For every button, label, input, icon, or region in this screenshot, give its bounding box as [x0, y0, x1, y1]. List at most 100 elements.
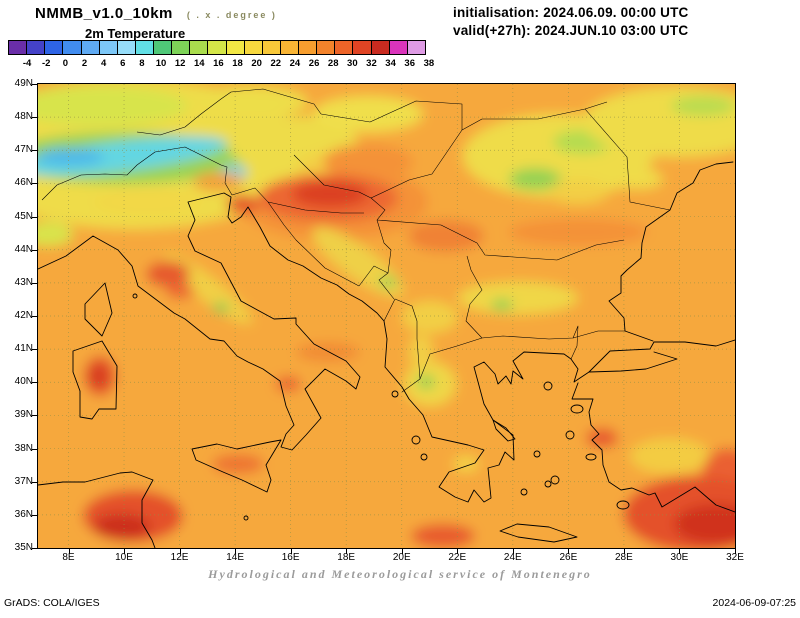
colorbar-tick-label: 2	[81, 58, 88, 69]
lat-label: 41N	[14, 343, 33, 355]
colorbar-segment	[352, 40, 372, 55]
colorbar-tick-label: 22	[270, 58, 282, 69]
lon-tick	[679, 549, 681, 554]
lat-label: 45N	[14, 210, 33, 222]
colorbar-segment	[334, 40, 354, 55]
lon-tick	[623, 549, 625, 554]
colorbar-segment	[388, 40, 408, 55]
lon-tick	[401, 549, 403, 554]
colorbar-segment	[26, 40, 46, 55]
colorbar-tick-label: 10	[155, 58, 167, 69]
colorbar-segment	[189, 40, 209, 55]
colorbar-tick-label: 8	[139, 58, 145, 69]
colorbar-tick-label: 24	[289, 58, 301, 69]
colorbar-segment	[80, 40, 100, 55]
initialisation-line: initialisation: 2024.06.09. 00:00 UTC	[453, 5, 689, 20]
colorbar-tick-label: 26	[308, 58, 320, 69]
lat-label: 38N	[14, 442, 33, 454]
colorbar-segment	[243, 40, 263, 55]
colorbar-tick-label: 28	[327, 58, 339, 69]
lon-label: 8E	[62, 552, 75, 563]
colorbar-tick-label: 16	[213, 58, 224, 69]
lon-label: 22E	[448, 552, 467, 563]
colorbar-tick-label: 18	[232, 58, 243, 69]
service-credit: Hydrological and Meteorological service …	[208, 567, 592, 581]
colorbar-tick-label: 32	[366, 58, 377, 69]
valid-time-line: valid(+27h): 2024.JUN.10 03:00 UTC	[453, 23, 689, 38]
lat-label: 40N	[14, 376, 33, 388]
colorbar-segment	[98, 40, 118, 55]
lon-tick	[124, 549, 126, 554]
colorbar-segment	[316, 40, 336, 55]
colorbar-segment	[225, 40, 245, 55]
lat-label: 48N	[14, 111, 33, 123]
colorbar-segment	[298, 40, 318, 55]
header-right: initialisation: 2024.06.09. 00:00 UTC va…	[453, 4, 689, 40]
coastlines-layer	[38, 161, 735, 548]
colorbar-segment	[153, 40, 173, 55]
lon-tick	[346, 549, 348, 554]
colorbar-tick-label: -4	[22, 58, 32, 69]
lon-tick	[179, 549, 181, 554]
colorbar-tick-label: 34	[385, 58, 396, 69]
colorbar-tick-label: 38	[423, 58, 435, 69]
colorbar-segment	[370, 40, 390, 55]
lon-tick	[290, 549, 292, 554]
colorbar-segment	[171, 40, 191, 55]
lat-label: 44N	[14, 243, 33, 255]
lon-tick	[512, 549, 514, 554]
variable-label: 2m Temperature	[85, 26, 186, 41]
colorbar-segment	[279, 40, 299, 55]
colorbar-tick-label: 4	[100, 58, 107, 69]
resolution-note: ( . x . degree )	[186, 10, 277, 20]
colorbar-tick-label: 12	[174, 58, 186, 69]
colorbar-segment	[62, 40, 82, 55]
lon-tick	[68, 549, 70, 554]
lon-label: 10E	[115, 552, 133, 563]
temperature-map	[38, 84, 735, 548]
colorbar-segment	[116, 40, 136, 55]
lon-tick	[457, 549, 459, 554]
lat-label: 46N	[14, 177, 33, 189]
lon-tick	[235, 549, 237, 554]
colorbar-segment	[406, 40, 426, 55]
lon-label: 16E	[281, 552, 300, 563]
colorbar-tick-label: 30	[347, 58, 358, 69]
colorbar-tick-label: -2	[42, 58, 51, 69]
temperature-colorbar	[8, 40, 426, 55]
colorbar-segment	[207, 40, 227, 55]
lat-label: 43N	[14, 276, 33, 288]
colorbar-tick-label: 0	[62, 58, 69, 69]
colorbar-tick-label: 14	[194, 58, 205, 69]
lon-label: 24E	[503, 552, 522, 563]
lat-label: 49N	[14, 78, 33, 89]
lon-label: 28E	[615, 552, 633, 563]
colorbar-tick-label: 36	[404, 58, 416, 69]
grads-credit: GrADS: COLA/IGES	[4, 597, 100, 609]
colorbar-segment	[44, 40, 64, 55]
colorbar-tick-labels: -4 -2 0 2 4 6 8 10 12 14 16 18 20 22 24 26 28 30 32 34 36 38	[8, 58, 468, 70]
lat-label: 36N	[14, 508, 33, 520]
lon-label: 18E	[337, 552, 356, 563]
model-title: NMMB_v1.0_10km	[35, 5, 173, 22]
lon-tick	[735, 549, 736, 554]
lon-label: 14E	[226, 552, 245, 563]
lon-label: 26E	[559, 552, 578, 563]
colorbar-segment	[8, 40, 28, 55]
lon-tick	[568, 549, 570, 554]
lat-label: 35N	[14, 542, 33, 553]
creation-timestamp: 2024-06-09-07:25	[712, 597, 796, 609]
lat-label: 39N	[14, 409, 33, 421]
map-frame	[37, 83, 736, 549]
header-left: NMMB_v1.0_10km ( . x . degree ) 2m Tempe…	[35, 5, 277, 41]
lon-label: 20E	[392, 552, 411, 563]
colorbar-segment	[261, 40, 281, 55]
lon-label: 32E	[726, 552, 744, 563]
colorbar-tick-label: 20	[251, 58, 262, 69]
colorbar-tick-label: 6	[120, 58, 126, 69]
lat-label: 47N	[14, 144, 33, 156]
lon-label: 12E	[170, 552, 189, 563]
colorbar-segment	[134, 40, 154, 55]
lat-label: 42N	[14, 310, 33, 321]
